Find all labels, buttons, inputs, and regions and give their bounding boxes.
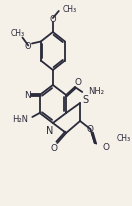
Text: NH₂: NH₂ [88, 87, 104, 96]
Text: O: O [74, 78, 81, 87]
Text: CH₃: CH₃ [11, 29, 25, 38]
Text: CH₃: CH₃ [117, 134, 131, 143]
Text: N: N [24, 91, 30, 100]
Text: H₂N: H₂N [12, 115, 28, 124]
Text: O: O [50, 14, 56, 23]
Text: O: O [50, 144, 57, 153]
Text: O: O [25, 42, 32, 51]
Text: N: N [46, 125, 54, 135]
Text: O: O [103, 143, 110, 152]
Text: CH₃: CH₃ [62, 6, 77, 14]
Text: S: S [82, 95, 88, 104]
Text: O: O [87, 125, 94, 134]
